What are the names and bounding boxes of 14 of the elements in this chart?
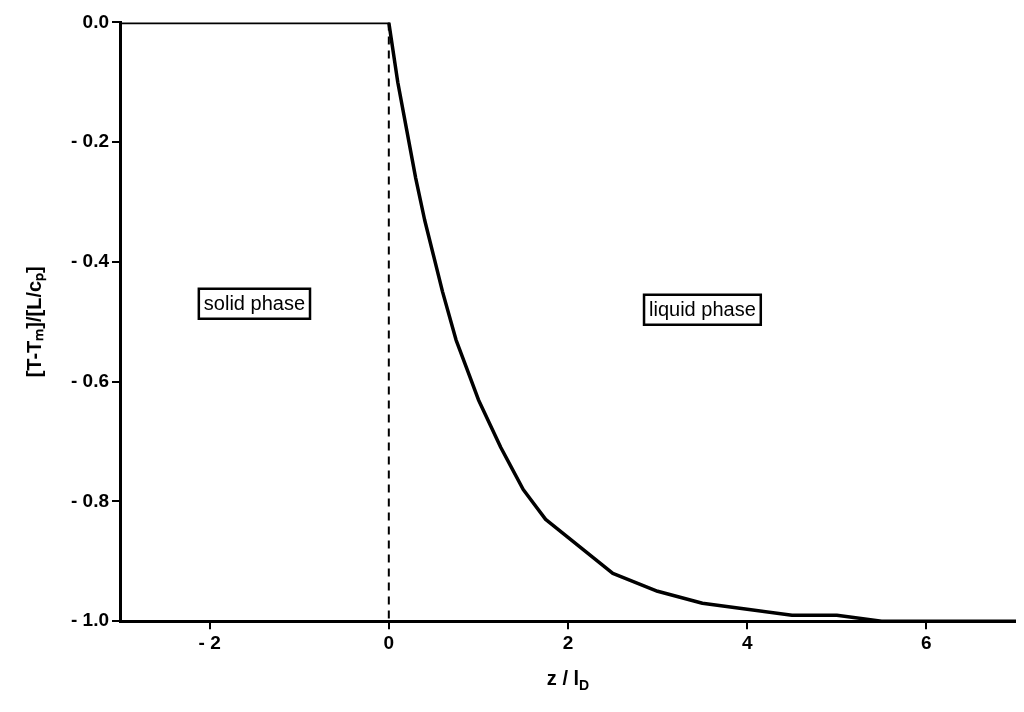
x-tick-label: - 2 [198,631,221,653]
y-axis-title: [T-Tₘ]/[L/cₚ] [22,266,47,378]
x-tick-label: 0 [383,631,395,653]
y-tick-label: 0.0 [82,10,110,32]
y-tick-label: - 0.2 [70,130,110,152]
annotation: liquid phase [649,298,756,321]
y-tick-label: - 0.8 [70,489,110,511]
y-tick-label: - 1.0 [70,609,110,631]
x-tick-label: 4 [741,631,753,653]
y-tick-label: - 0.6 [70,369,110,391]
x-tick-label: 6 [921,631,932,653]
x-tick-label: 2 [562,631,574,653]
y-tick-label: - 0.4 [70,250,110,272]
annotation: solid phase [203,292,306,315]
